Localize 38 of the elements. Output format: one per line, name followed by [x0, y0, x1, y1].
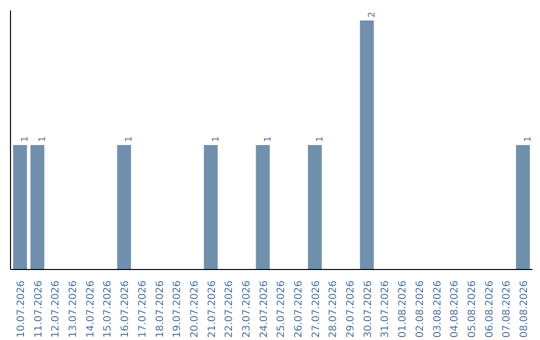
data-label: 1: [20, 136, 31, 142]
x-tick-label: 19.07.2026: [172, 280, 184, 338]
x-tick-label: 11.07.2026: [33, 280, 44, 338]
x-tick-label: 25.07.2026: [276, 280, 288, 338]
x-tick-label: 14.07.2026: [85, 280, 96, 338]
x-tick-label: 21.07.2026: [206, 280, 218, 338]
x-tick-label: 13.07.2026: [68, 280, 80, 338]
x-tick-label: 28.07.2026: [328, 280, 340, 338]
x-tick-label: 27.07.2026: [310, 280, 322, 338]
x-tick-label: 16.07.2026: [120, 280, 132, 338]
x-tick-label: 03.08.2026: [432, 280, 444, 338]
x-tick-label: 30.07.2026: [362, 280, 374, 338]
x-tick-label: 15.07.2026: [102, 280, 114, 338]
x-tick-label: 23.07.2026: [241, 280, 252, 338]
data-label: 1: [211, 136, 222, 142]
x-tick-label: 04.08.2026: [450, 280, 461, 338]
data-label: 1: [315, 136, 326, 142]
x-tick-label: 29.07.2026: [346, 280, 357, 338]
x-tick-label: 26.07.2026: [294, 280, 305, 338]
x-tick-label: 18.07.2026: [154, 280, 166, 338]
x-tick-label: 01.08.2026: [398, 280, 409, 338]
x-tick-label: 10.07.2026: [16, 280, 28, 338]
x-tick-label: 12.07.2026: [50, 280, 62, 338]
x-tick-label: 24.07.2026: [258, 280, 270, 338]
data-label: 1: [523, 136, 534, 142]
x-tick-label: 02.08.2026: [414, 280, 426, 338]
x-tick-label: 07.08.2026: [502, 280, 513, 338]
x-tick-label: 22.07.2026: [224, 280, 236, 338]
x-tick-label: 05.08.2026: [466, 280, 478, 338]
x-tick-label: 06.08.2026: [484, 280, 496, 338]
data-label: 1: [38, 136, 48, 142]
x-tick-label: 08.08.2026: [518, 280, 530, 338]
data-label: 1: [124, 136, 135, 142]
data-label: 1: [263, 136, 274, 142]
x-tick-label: 20.07.2026: [189, 280, 200, 338]
x-tick-label: 31.07.2026: [380, 280, 392, 338]
x-tick-label: 17.07.2026: [137, 280, 148, 338]
data-label: 2: [367, 12, 378, 18]
